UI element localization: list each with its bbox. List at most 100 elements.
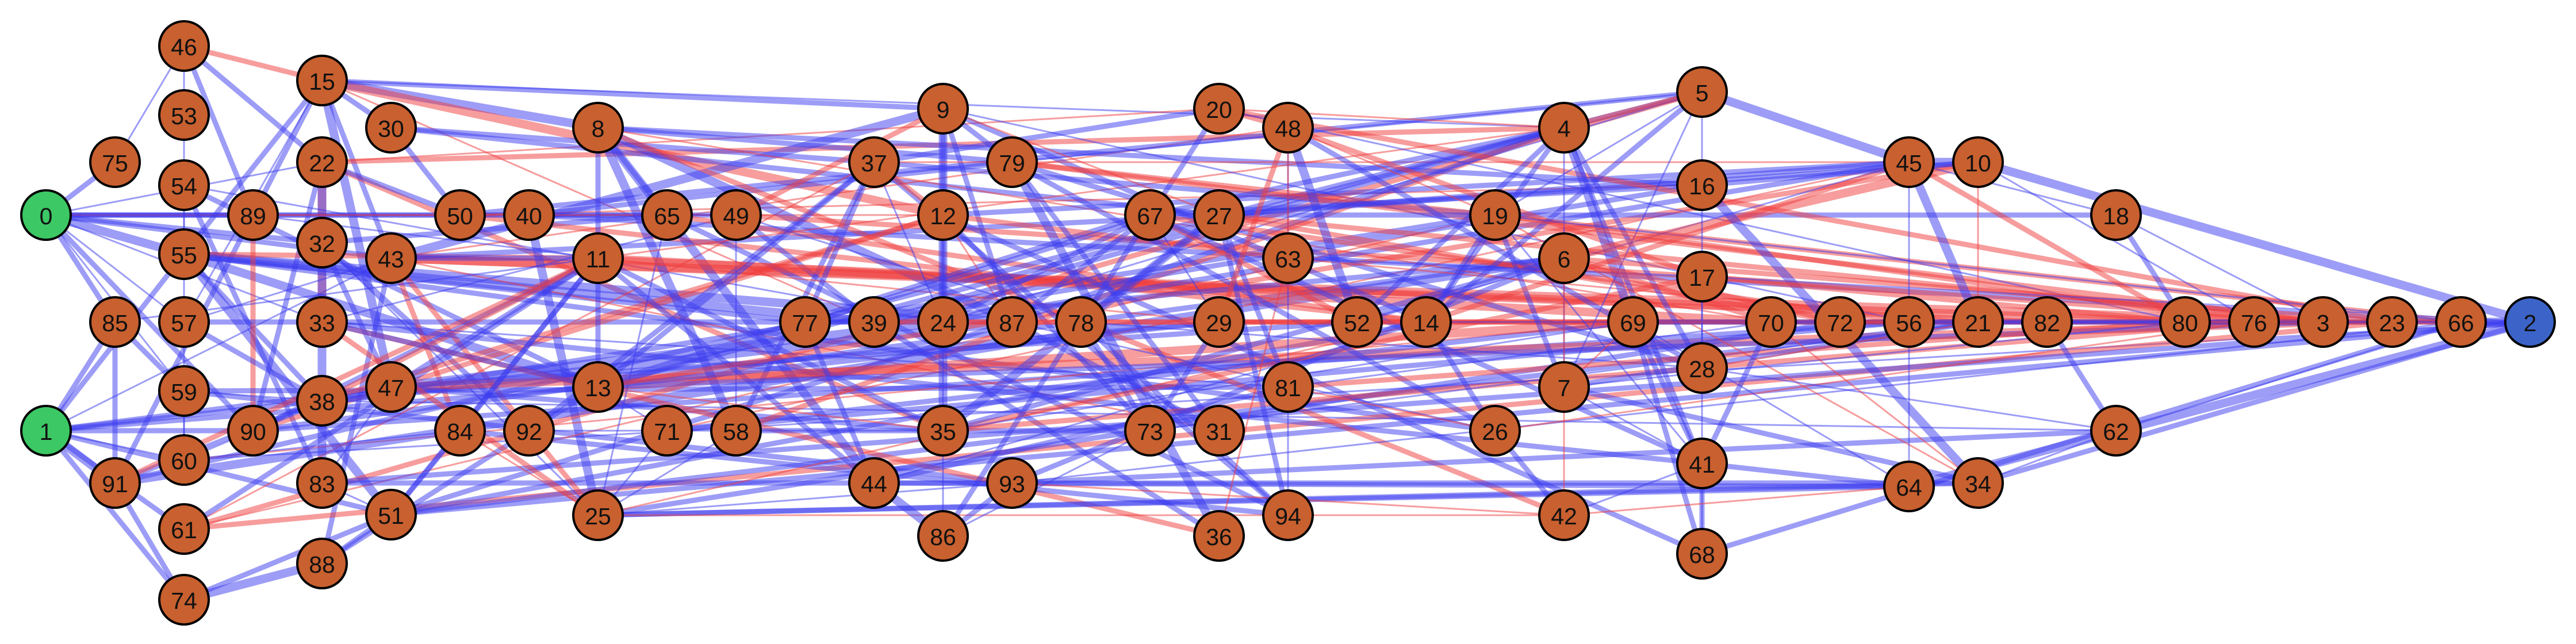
node-58: 58 bbox=[710, 405, 762, 457]
node-circle bbox=[158, 574, 210, 626]
node-label: 60 bbox=[171, 448, 197, 474]
node-circle bbox=[434, 405, 486, 457]
node-81: 81 bbox=[1262, 361, 1314, 413]
node-label: 28 bbox=[1689, 356, 1715, 382]
node-24: 24 bbox=[917, 296, 969, 348]
edge-79-5 bbox=[1011, 91, 1703, 163]
node-circle bbox=[917, 405, 969, 457]
node-circle bbox=[158, 159, 210, 211]
node-circle bbox=[1814, 296, 1866, 348]
node-label: 41 bbox=[1689, 451, 1715, 478]
node-circle bbox=[227, 189, 279, 241]
node-32: 32 bbox=[296, 217, 348, 269]
node-7: 7 bbox=[1538, 361, 1590, 413]
edge-5-45 bbox=[1697, 87, 1914, 167]
edge-11-35 bbox=[595, 255, 946, 434]
node-label: 78 bbox=[1068, 310, 1094, 336]
node-label: 20 bbox=[1206, 97, 1232, 123]
node-45: 45 bbox=[1883, 136, 1935, 188]
node-77: 77 bbox=[779, 296, 831, 348]
node-label: 40 bbox=[516, 203, 542, 229]
edge-13-29 bbox=[595, 319, 1222, 390]
node-73: 73 bbox=[1124, 405, 1176, 457]
node-circle bbox=[848, 457, 900, 509]
node-circle bbox=[158, 503, 210, 555]
node-31: 31 bbox=[1193, 405, 1245, 457]
node-label: 53 bbox=[171, 103, 197, 129]
edge-21-45 bbox=[1904, 158, 1983, 327]
edge-78-28 bbox=[1080, 321, 1703, 369]
node-label: 89 bbox=[240, 203, 266, 229]
edge-13-35 bbox=[597, 386, 944, 432]
edge-12-45 bbox=[940, 159, 1912, 218]
node-6: 6 bbox=[1538, 232, 1590, 284]
edge-24-67 bbox=[940, 212, 1153, 325]
node-label: 29 bbox=[1206, 310, 1232, 336]
edge-27-81 bbox=[1216, 212, 1291, 390]
node-label: 0 bbox=[40, 203, 53, 229]
edge-44-81 bbox=[871, 384, 1291, 486]
node-circle bbox=[1676, 438, 1728, 489]
edge-20-23 bbox=[1216, 106, 2395, 325]
node-label: 19 bbox=[1482, 203, 1508, 229]
node-label: 13 bbox=[585, 375, 611, 401]
node-11: 11 bbox=[572, 232, 624, 284]
node-circle bbox=[641, 189, 693, 241]
edge-71-69 bbox=[664, 319, 1636, 434]
edge-7-80 bbox=[1563, 321, 2186, 388]
node-circle bbox=[1883, 296, 1935, 348]
edge-70-41 bbox=[1699, 319, 1774, 466]
node-label: 68 bbox=[1689, 542, 1715, 568]
node-49: 49 bbox=[710, 189, 762, 241]
node-label: 66 bbox=[2448, 310, 2474, 336]
edge-37-77 bbox=[802, 159, 877, 325]
edge-31-79 bbox=[1009, 159, 1222, 434]
node-38: 38 bbox=[296, 375, 348, 427]
node-label: 88 bbox=[309, 551, 335, 578]
node-circle bbox=[848, 296, 900, 348]
node-70: 70 bbox=[1745, 296, 1797, 348]
edge-10-76 bbox=[1977, 161, 2255, 323]
node-39: 39 bbox=[848, 296, 900, 348]
node-circle bbox=[1607, 296, 1659, 348]
node-circle bbox=[986, 136, 1038, 188]
edge-52-4 bbox=[1354, 125, 1567, 325]
node-circle bbox=[1124, 189, 1176, 241]
edge-22-90 bbox=[250, 159, 325, 434]
edge-84-11 bbox=[457, 255, 601, 434]
node-48: 48 bbox=[1262, 102, 1314, 154]
node-19: 19 bbox=[1469, 189, 1521, 241]
edge-86-73 bbox=[942, 430, 1151, 537]
node-label: 87 bbox=[999, 310, 1025, 336]
node-label: 6 bbox=[1558, 246, 1571, 273]
edge-69-64 bbox=[1632, 321, 1910, 488]
node-label: 50 bbox=[447, 203, 473, 229]
node-29: 29 bbox=[1193, 296, 1245, 348]
node-83: 83 bbox=[296, 457, 348, 509]
node-circle bbox=[2159, 296, 2211, 348]
node-label: 85 bbox=[102, 310, 128, 336]
node-label: 26 bbox=[1482, 419, 1508, 445]
node-circle bbox=[434, 189, 486, 241]
node-88: 88 bbox=[296, 538, 348, 589]
node-circle bbox=[917, 189, 969, 241]
node-53: 53 bbox=[158, 89, 210, 141]
node-65: 65 bbox=[641, 189, 693, 241]
node-circle bbox=[365, 361, 417, 413]
node-84: 84 bbox=[434, 405, 486, 457]
node-46: 46 bbox=[158, 20, 210, 72]
edge-64-42 bbox=[1563, 485, 1910, 516]
node-66: 66 bbox=[2435, 296, 2487, 348]
edge-5-19 bbox=[1494, 91, 1703, 216]
node-label: 71 bbox=[654, 419, 680, 445]
edge-37-24 bbox=[873, 161, 944, 323]
node-label: 49 bbox=[723, 203, 749, 229]
node-label: 42 bbox=[1551, 503, 1577, 530]
node-label: 77 bbox=[792, 310, 818, 336]
node-label: 61 bbox=[171, 517, 197, 543]
edge-43-57 bbox=[183, 257, 392, 323]
node-circle bbox=[1262, 489, 1314, 541]
node-62: 62 bbox=[2090, 405, 2142, 457]
nodes-layer: 0123456789101112131415161718192021222324… bbox=[20, 20, 2556, 626]
node-circle bbox=[1676, 251, 1728, 302]
